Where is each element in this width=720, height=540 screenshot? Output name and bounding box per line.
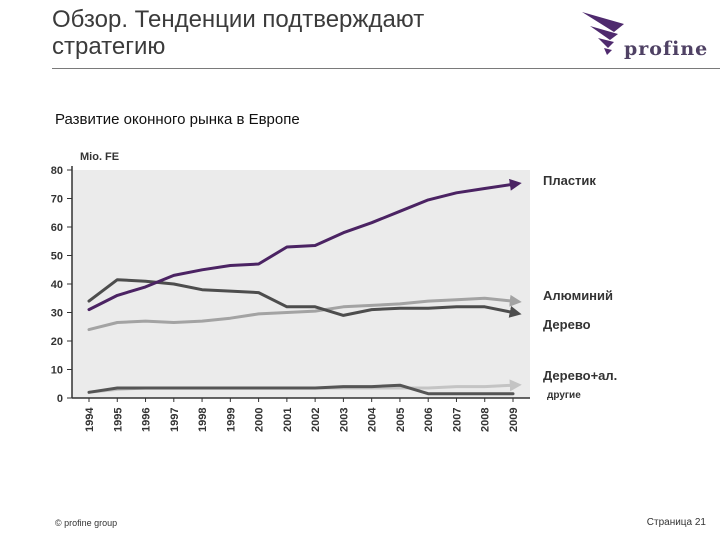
x-axis: 1994 1995 1996 1997 1998 1999 2000 2001 2002 2003…: [72, 397, 530, 432]
y-tick-label: 60: [51, 222, 63, 234]
series-label: Дерево+ал.: [543, 368, 617, 383]
profine-logo: [582, 12, 624, 55]
x-tick-label: 1999: [225, 408, 237, 432]
y-tick-label: 70: [51, 194, 63, 206]
x-tick-label: 2006: [423, 408, 435, 432]
x-tick-label: 1996: [141, 408, 153, 432]
x-tick-label: 2003: [338, 408, 350, 432]
x-tick-label: 1997: [169, 408, 181, 432]
x-tick-label: 2004: [367, 407, 379, 432]
series-labels: Пластик Алюминий Дерево Дерево+ал. другие: [543, 173, 617, 401]
slide-title: Обзор. Тенденции подтверждают стратегию: [52, 6, 425, 60]
x-tick-label: 2005: [395, 408, 407, 432]
series-label: другие: [547, 390, 581, 401]
x-tick-label: 1994: [84, 407, 96, 432]
y-tick-label: 0: [57, 393, 63, 405]
x-tick-label: 2000: [254, 408, 266, 432]
y-axis-unit-label: Mio. FE: [80, 151, 119, 163]
y-tick-label: 50: [51, 251, 63, 263]
x-tick-label: 2002: [310, 408, 322, 432]
series-label: Пластик: [543, 173, 596, 188]
y-tick-label: 40: [51, 279, 63, 291]
y-tick-label: 10: [51, 365, 63, 377]
series-line-1: [87, 294, 522, 332]
series-line-0: [87, 178, 522, 312]
x-tick-label: 2008: [480, 408, 492, 432]
series-line-2: [87, 278, 522, 318]
series-line-4: [87, 383, 515, 396]
logo-swoosh-icon: [582, 12, 624, 55]
series-layer: [87, 178, 522, 396]
x-tick-label: 2009: [508, 408, 520, 432]
footer-copyright: © profine group: [55, 518, 118, 528]
y-tick-label: 80: [51, 165, 63, 177]
logo-text: profine: [624, 38, 709, 60]
chart-subtitle: Развитие оконного рынка в Европе: [55, 111, 300, 128]
y-tick-label: 30: [51, 308, 63, 320]
series-label: Дерево: [543, 317, 591, 332]
y-tick-label: 20: [51, 336, 63, 348]
x-tick-label: 1998: [197, 408, 209, 432]
y-axis: 0 10 20 30 40 50 60 70 80: [51, 165, 73, 405]
x-tick-label: 2007: [451, 408, 463, 432]
x-tick-label: 2001: [282, 408, 294, 432]
page-number: Страница 21: [646, 517, 706, 528]
series-label: Алюминий: [543, 288, 613, 303]
title-divider: [52, 68, 720, 69]
x-tick-label: 1995: [112, 408, 124, 432]
plot-background: [72, 170, 530, 398]
